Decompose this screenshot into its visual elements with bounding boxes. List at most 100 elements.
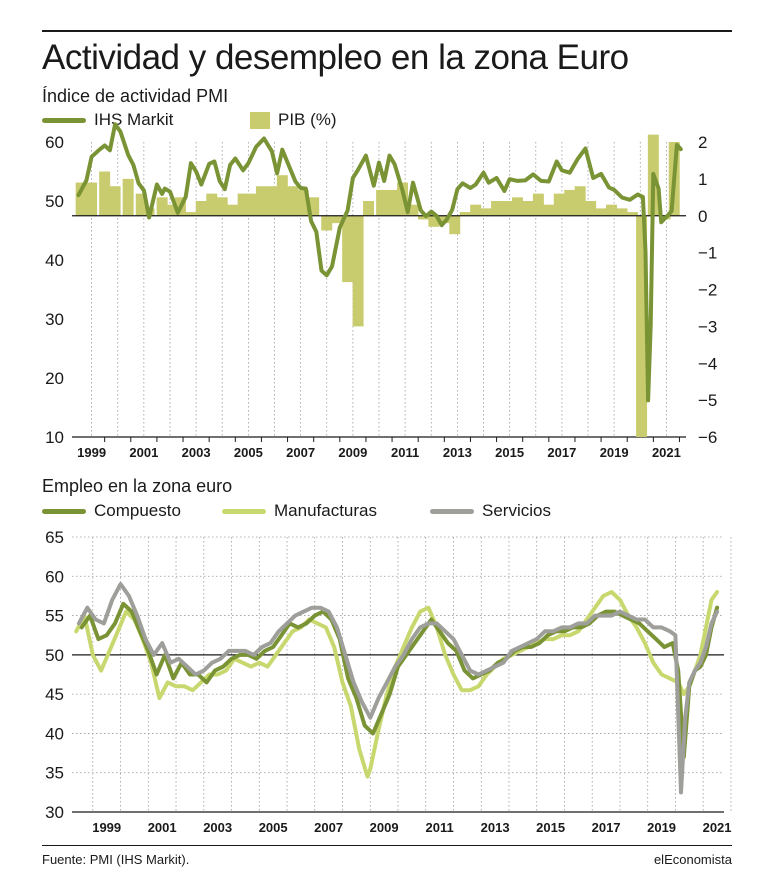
chart1-y-left-tick: 30 xyxy=(45,310,64,329)
ihs-markit-line xyxy=(76,122,683,403)
pib-bar xyxy=(459,212,471,216)
chart1-x-label: 2009 xyxy=(338,445,367,460)
chart2-y-tick: 45 xyxy=(45,685,64,704)
pib-bar xyxy=(185,212,197,216)
pib-bar xyxy=(287,186,299,216)
chart1-title: Índice de actividad PMI xyxy=(42,86,229,106)
chart2-legend-manufacturas: Manufacturas xyxy=(222,501,377,521)
chart2-y-tick: 65 xyxy=(45,528,64,547)
pib-bar xyxy=(428,215,440,227)
legend-swatch-servicios xyxy=(430,508,474,514)
chart2-y-tick: 40 xyxy=(45,724,64,743)
top-rule xyxy=(42,30,732,32)
pib-bar xyxy=(470,204,482,216)
legend-label-manufacturas: Manufacturas xyxy=(274,501,377,520)
pib-bar xyxy=(449,215,461,235)
pib-bar xyxy=(376,189,388,216)
pib-bar xyxy=(543,204,555,216)
source-note: Fuente: PMI (IHS Markit). xyxy=(42,852,190,867)
chart1-y-left-tick: 60 xyxy=(45,133,64,152)
page-title: Actividad y desempleo en la zona Euro xyxy=(42,38,629,77)
servicios-line xyxy=(76,582,720,795)
legend-label-compuesto: Compuesto xyxy=(94,501,181,520)
pib-bar xyxy=(266,186,278,216)
legend-label-servicios: Servicios xyxy=(482,501,551,520)
chart1-x-label: 2015 xyxy=(495,445,524,460)
chart1-x-label: 2005 xyxy=(234,445,263,460)
brand-logo: elEconomista xyxy=(653,852,732,867)
chart1-y-left-tick: 40 xyxy=(45,251,64,270)
legend-swatch-ihs xyxy=(42,117,86,123)
chart2-x-label: 2019 xyxy=(647,820,676,835)
pib-bar xyxy=(522,201,534,216)
pib-bar xyxy=(109,186,121,216)
pib-bar xyxy=(480,208,492,216)
pib-bar xyxy=(216,197,228,216)
pib-bar xyxy=(595,208,607,216)
chart1-x-label: 2013 xyxy=(443,445,472,460)
pib-bar xyxy=(156,197,168,216)
pib-bar xyxy=(167,204,179,216)
chart2-x-label: 1999 xyxy=(92,820,121,835)
legend-swatch-pib xyxy=(250,111,270,129)
pib-bar xyxy=(626,212,638,216)
pib-bar xyxy=(564,189,576,216)
pib-bar xyxy=(417,215,429,220)
pib-bar xyxy=(407,204,419,216)
chart2-y-tick: 30 xyxy=(45,803,64,822)
pib-bar xyxy=(574,186,586,216)
chart2-x-label: 2017 xyxy=(592,820,621,835)
pib-bar xyxy=(553,193,565,216)
chart1-y-left-tick: 50 xyxy=(45,192,64,211)
pib-bar xyxy=(75,182,87,216)
chart1-x-label: 2007 xyxy=(286,445,315,460)
pib-bar xyxy=(511,197,523,216)
chart2-title: Empleo en la zona euro xyxy=(42,476,233,496)
pib-bar xyxy=(585,201,597,216)
chart1-y-right-tick: 1 xyxy=(698,170,707,189)
chart1-y-right-tick: −1 xyxy=(698,244,717,263)
bottom-rule xyxy=(42,845,732,846)
pib-bar xyxy=(636,215,648,437)
chart1-x-label: 2011 xyxy=(391,445,419,460)
chart2-y-tick: 35 xyxy=(45,764,64,783)
chart1-y-right-tick: −5 xyxy=(698,391,717,410)
pib-bar xyxy=(616,208,628,216)
pib-bar xyxy=(352,215,364,327)
pib-bar xyxy=(245,193,257,216)
pib-bar xyxy=(606,204,618,216)
chart2-x-label: 2009 xyxy=(370,820,399,835)
chart2-x-label: 2011 xyxy=(426,820,454,835)
pib-bar xyxy=(386,189,398,216)
chart2-y-tick: 55 xyxy=(45,607,64,626)
pib-bar xyxy=(397,182,409,216)
chart1-legend-pib: PIB (%) xyxy=(250,110,337,130)
chart1-x-label: 2003 xyxy=(182,445,211,460)
pib-bar xyxy=(195,201,207,216)
chart1-y-left-tick: 10 xyxy=(45,428,64,447)
pib-bar xyxy=(255,186,267,216)
chart1-y-right-tick: −3 xyxy=(698,317,717,336)
pib-bar xyxy=(276,175,288,216)
pib-bar xyxy=(331,215,343,224)
chart2-legend-compuesto: Compuesto xyxy=(42,501,181,521)
chart1-y-right-tick: −4 xyxy=(698,354,717,373)
chart1-x-label: 1999 xyxy=(77,445,106,460)
pib-bar xyxy=(308,197,320,216)
pib-bar xyxy=(363,201,375,216)
pib-bar xyxy=(491,201,503,216)
chart1-y-right-tick: 2 xyxy=(698,133,707,152)
chart2-x-label: 2003 xyxy=(203,820,232,835)
chart2-x-label: 2013 xyxy=(481,820,510,835)
chart2-x-label: 2015 xyxy=(536,820,565,835)
chart2-x-label: 2021 xyxy=(703,820,732,835)
pib-bar xyxy=(237,193,249,216)
pib-bar xyxy=(86,182,98,216)
legend-swatch-manufacturas xyxy=(222,508,266,514)
legend-label-pib: PIB (%) xyxy=(278,110,337,129)
chart2-legend-servicios: Servicios xyxy=(430,501,551,521)
pib-bar xyxy=(227,204,239,216)
compuesto-line xyxy=(79,601,720,759)
chart1-y-right-tick: −6 xyxy=(698,428,717,447)
